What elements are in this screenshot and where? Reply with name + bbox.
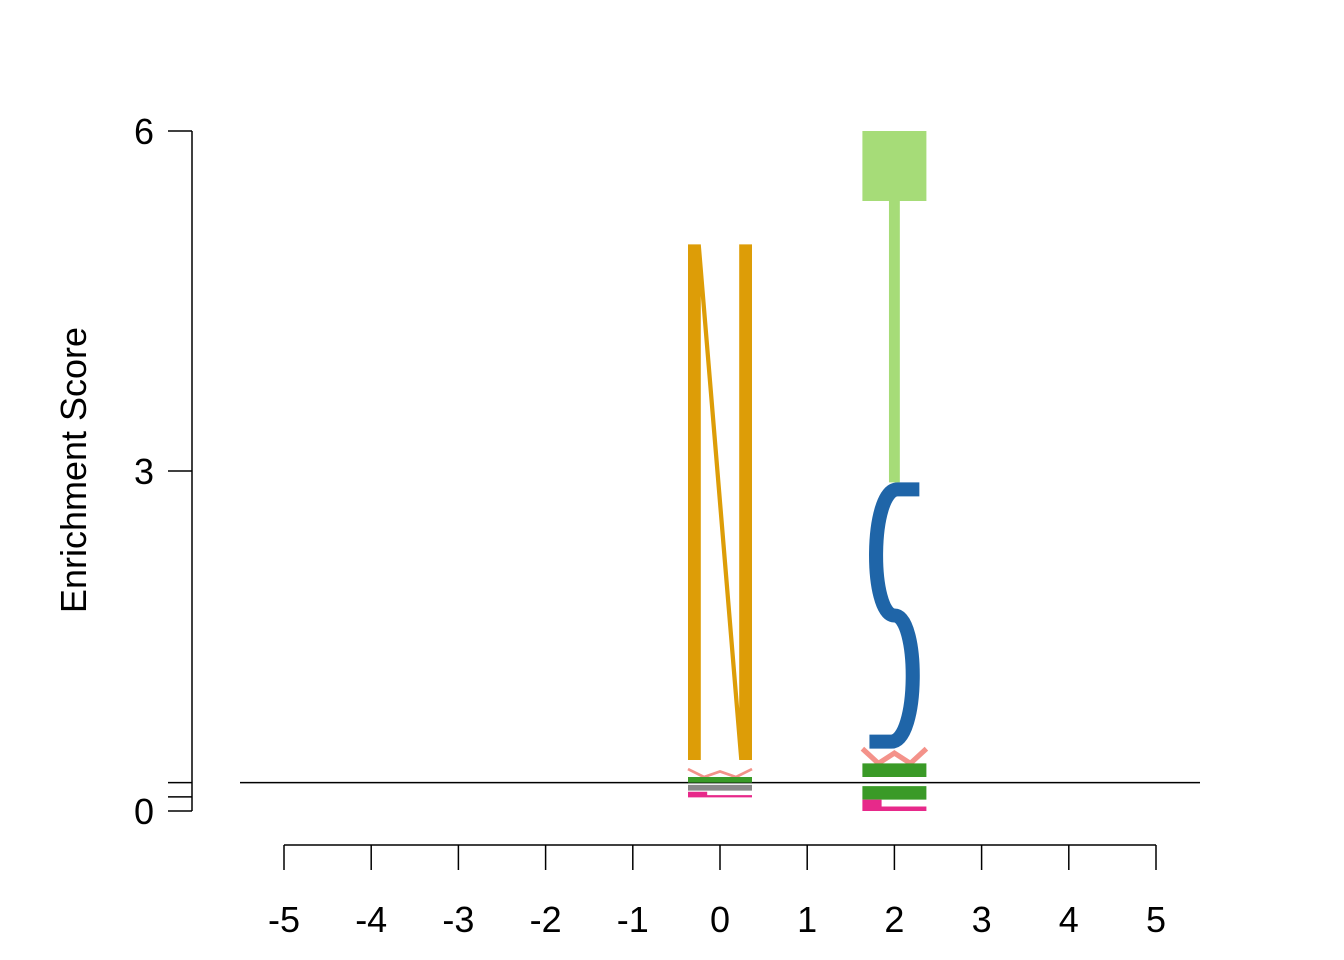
x-axis: -5 -4 -3 -2 -1 0 1 2 3 4 5 [240,781,1200,940]
x-tick-label: 4 [1059,899,1079,940]
y-tick-label: 3 [134,451,154,492]
x-tick-label: 1 [797,899,817,940]
logo-letter-w-pos-0 [687,767,753,779]
y-tick-label: 0 [134,791,154,832]
y-axis-label: Enrichment Score [53,327,94,613]
y-axis: 0 3 6 [134,111,193,832]
x-tick-label: -3 [442,899,474,940]
x-tick-label: 3 [972,899,992,940]
logo-letter-e-pos-2 [862,763,927,777]
x-tick-label: -5 [268,899,300,940]
logo-letter-l-pos-2 [862,799,927,811]
x-tick-label: -1 [617,899,649,940]
logo-letter-i-pos-2 [862,786,927,800]
logo-letter-t-pos-2 [862,131,927,483]
y-tick-label: 6 [134,111,154,152]
x-tick-label: 0 [710,899,730,940]
logo-glyphs [687,131,929,811]
logo-letter-n-pos-0 [688,244,752,761]
logo-letter-e-pos-0 [688,777,752,783]
logo-letter-l-pos-0 [688,791,752,798]
x-tick-label: 5 [1146,899,1166,940]
logo-letter-s-pos-2 [869,482,920,749]
x-tick-label: -4 [355,899,387,940]
x-tick-label: 2 [884,899,904,940]
logo-letter-w-pos-2 [860,746,929,767]
x-tick-label: -2 [530,899,562,940]
logo-letter-i-pos-0 [688,784,752,791]
